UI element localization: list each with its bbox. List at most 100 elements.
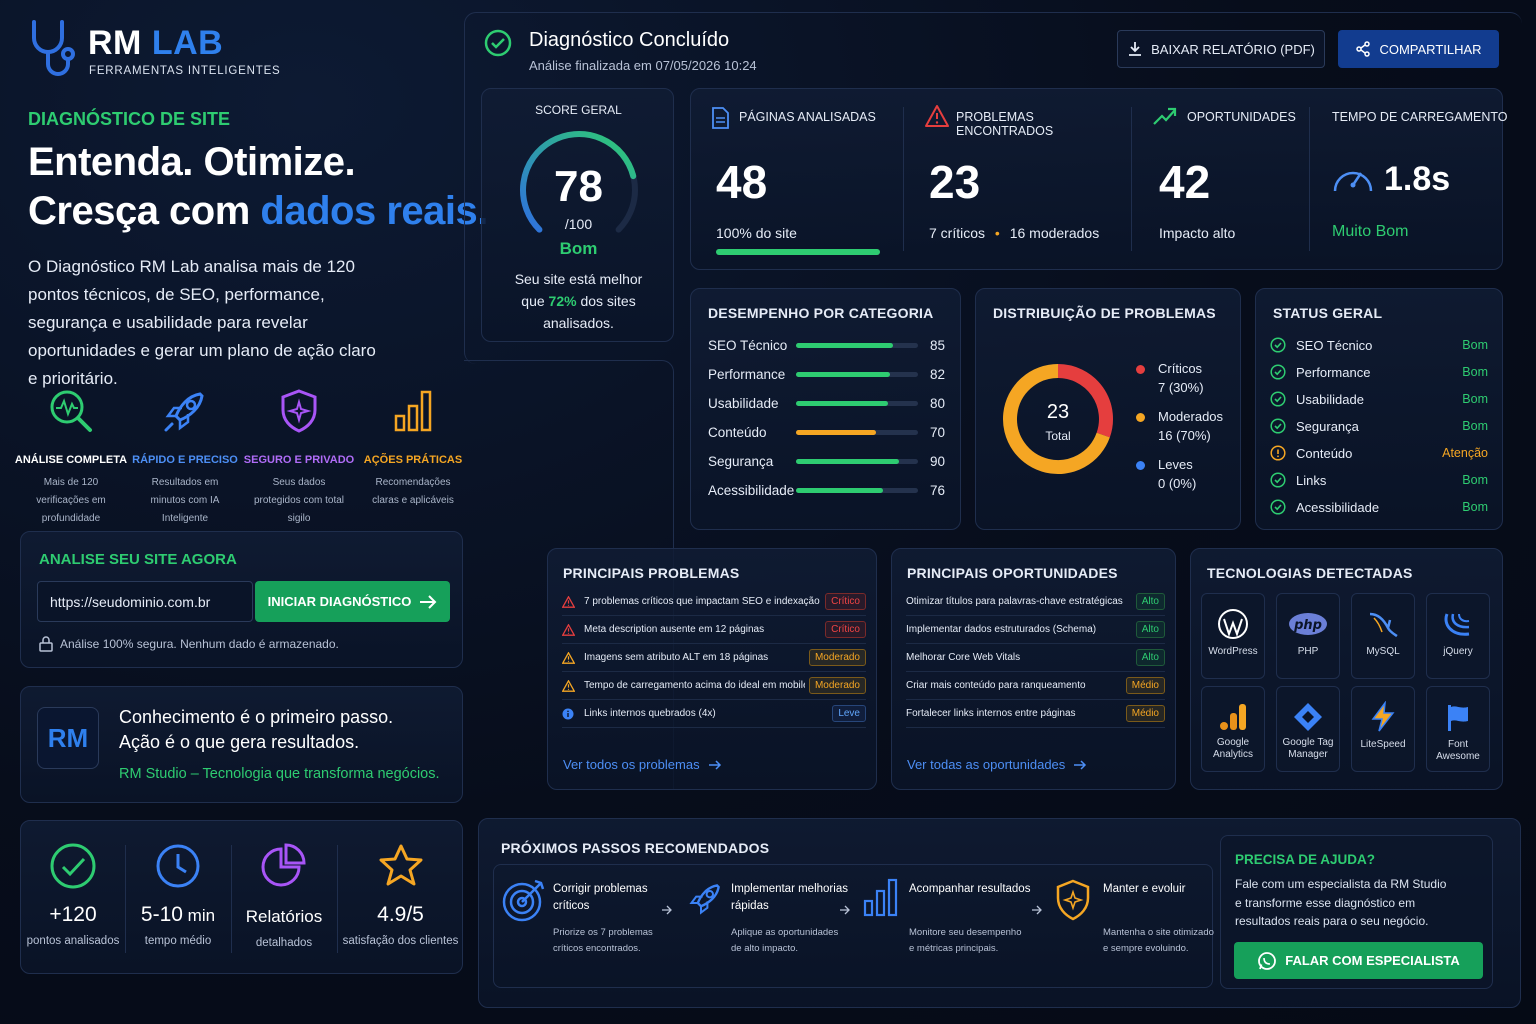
hero-kicker: DIAGNÓSTICO DE SITE	[28, 109, 231, 129]
tech-jquery: jQuery	[1426, 593, 1490, 679]
category-value: 76	[930, 483, 946, 498]
feature-analise: ANÁLISE COMPLETA Mais de 120 verificaçõe…	[14, 386, 128, 528]
brand-rm: RM	[88, 24, 142, 62]
opportunities-list: Otimizar títulos para palavras-chave est…	[906, 588, 1165, 728]
status-badge: Alto	[1135, 649, 1165, 666]
status-badge: Alto	[1135, 593, 1165, 610]
list-item[interactable]: Melhorar Core Web Vitals Alto	[906, 644, 1165, 672]
category-bar	[796, 372, 891, 377]
category-value: 70	[930, 425, 946, 440]
stat-tempo: 5-10 min tempo médio	[125, 841, 231, 947]
stat-pontos: +120 pontos analisados	[21, 841, 125, 947]
legend-label: Moderados	[1158, 409, 1224, 424]
brand-lab: LAB	[151, 24, 224, 62]
legend-label: Críticos	[1158, 361, 1203, 376]
view-all-opportunities-link[interactable]: Ver todas as oportunidades	[907, 757, 1087, 772]
list-item[interactable]: Tempo de carregamento acima do ideal em …	[562, 672, 866, 700]
talk-to-specialist-button[interactable]: FALAR COM ESPECIALISTA	[1234, 942, 1483, 979]
warning-icon	[562, 595, 575, 608]
opportunities-card: PRINCIPAIS OPORTUNIDADES Otimizar título…	[891, 548, 1176, 790]
download-report-button[interactable]: BAIXAR RELATÓRIO (PDF)	[1117, 30, 1325, 68]
share-button[interactable]: COMPARTILHAR	[1338, 30, 1499, 68]
tech-google-tag-manager: Google Tag Manager	[1276, 686, 1340, 772]
tech-title: TECNOLOGIAS DETECTADAS	[1207, 565, 1413, 581]
category-value: 80	[930, 396, 946, 411]
category-bar-track	[796, 459, 918, 464]
google-analytics-icon	[1220, 704, 1246, 730]
legend-dot	[1136, 413, 1145, 422]
shield-icon	[1056, 879, 1090, 921]
status-label: Performance	[1296, 365, 1371, 380]
start-diagnosis-button[interactable]: INICIAR DIAGNÓSTICO	[255, 581, 450, 622]
category-bar-track	[796, 401, 918, 406]
check-circle-icon	[50, 843, 96, 889]
steps-row	[493, 864, 1213, 988]
tech-font-awesome: Font Awesome	[1426, 686, 1490, 772]
warning-icon	[925, 105, 949, 127]
category-label: SEO Técnico	[708, 338, 788, 353]
view-all-problems-link[interactable]: Ver todos os problemas	[563, 757, 722, 772]
status-title: STATUS GERAL	[1273, 305, 1383, 321]
status-label: Conteúdo	[1296, 446, 1353, 461]
quote-line-1: Conhecimento é o primeiro passo.	[119, 707, 394, 727]
list-item-text: Implementar dados estruturados (Schema)	[906, 624, 1097, 635]
shield-icon	[281, 389, 317, 433]
status-badge: Médio	[1125, 705, 1165, 722]
clock-icon	[156, 844, 200, 888]
info-icon	[562, 708, 574, 719]
status-value: Bom	[1462, 500, 1488, 514]
list-item[interactable]: Links internos quebrados (4x) Leve	[562, 700, 866, 728]
status-label: Usabilidade	[1296, 392, 1364, 407]
warning-icon	[562, 651, 575, 664]
tech-wordpress: WordPress	[1201, 593, 1265, 679]
hero-highlight: dados reais.	[260, 189, 488, 233]
check-circle-icon	[484, 29, 512, 57]
score-value: 78	[554, 162, 603, 211]
arrow-right-icon	[420, 594, 437, 609]
category-title: DESEMPENHO POR CATEGORIA	[708, 305, 934, 321]
tech-mysql: MySQL	[1351, 593, 1415, 679]
kpi-oportunidades: OPORTUNIDADES 42 Impacto alto	[1131, 89, 1309, 271]
category-card: DESEMPENHO POR CATEGORIA SEO Técnico 85 Pe…	[690, 288, 961, 530]
stat-relatorios: Relatórios detalhados	[231, 841, 337, 949]
legend-label: Leves	[1158, 457, 1193, 472]
kpi-tempo: TEMPO DE CARREGAMENTO 1.8s Muito Bom	[1332, 110, 1508, 240]
list-item[interactable]: 7 problemas críticos que impactam SEO e …	[562, 588, 866, 616]
url-input[interactable]: https://seudominio.com.br	[37, 581, 253, 622]
legend-dot	[1136, 461, 1145, 470]
legend-value: 0 (0%)	[1158, 476, 1197, 491]
status-badge: Alto	[1135, 621, 1165, 638]
trend-up-icon	[1153, 107, 1177, 125]
list-item[interactable]: Meta description ausente em 12 páginas Cr…	[562, 616, 866, 644]
status-badge: Crítico	[825, 593, 866, 610]
analyze-note: Análise 100% segura. Nenhum dado é armaz…	[60, 637, 339, 651]
status-badge: Leve	[832, 705, 866, 722]
status-value: Bom	[1462, 338, 1488, 352]
hero-headline-1: Entenda. Otimize.	[28, 140, 356, 184]
list-item[interactable]: Otimizar títulos para palavras-chave est…	[906, 588, 1165, 616]
kpi-problemas: PROBLEMAS ENCONTRADOS 23 7 críticos • 16…	[903, 89, 1131, 271]
status-value: Bom	[1462, 419, 1488, 433]
legend-value: 7 (30%)	[1158, 380, 1204, 395]
rocket-icon	[164, 392, 204, 432]
stat-satisfacao: 4.9/5 satisfação dos clientes	[337, 841, 464, 947]
bar-chart-icon	[863, 878, 898, 917]
list-item[interactable]: Imagens sem atributo ALT em 18 páginas Mo…	[562, 644, 866, 672]
download-icon	[1129, 42, 1142, 56]
bar-chart-icon	[394, 390, 432, 432]
list-item-text: Tempo de carregamento acima do ideal em …	[584, 680, 805, 691]
status-badge: Moderado	[808, 677, 866, 694]
list-item[interactable]: Criar mais conteúdo para ranqueamento Méd…	[906, 672, 1165, 700]
category-label: Conteúdo	[708, 425, 767, 440]
list-item[interactable]: Implementar dados estruturados (Schema) A…	[906, 616, 1165, 644]
status-label: Links	[1296, 473, 1327, 488]
feature-list: ANÁLISE COMPLETA Mais de 120 verificaçõe…	[14, 386, 470, 524]
list-item[interactable]: Fortalecer links internos entre páginas M…	[906, 700, 1165, 728]
kpi-card: PÁGINAS ANALISADAS 48 100% do site PROBL…	[690, 88, 1508, 271]
rocket-icon	[689, 884, 720, 915]
lock-icon	[39, 636, 53, 652]
category-bar-track	[796, 372, 918, 377]
list-item-text: Imagens sem atributo ALT em 18 páginas	[584, 652, 769, 663]
problems-card: PRINCIPAIS PROBLEMAS 7 problemas crítico…	[547, 548, 877, 790]
arrow-right-icon	[840, 905, 850, 915]
